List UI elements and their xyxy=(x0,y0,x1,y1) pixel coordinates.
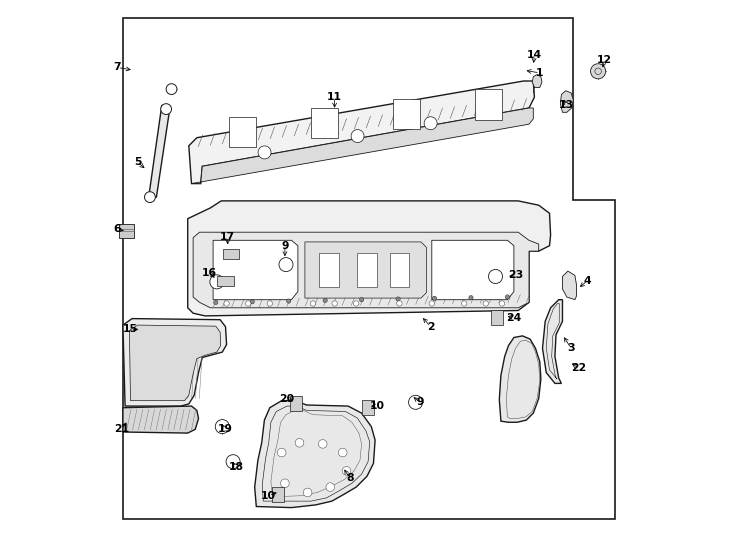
Circle shape xyxy=(462,301,467,306)
Circle shape xyxy=(409,395,423,409)
Polygon shape xyxy=(475,89,502,119)
Circle shape xyxy=(224,301,229,306)
Text: 21: 21 xyxy=(114,424,129,434)
Circle shape xyxy=(215,420,229,434)
Polygon shape xyxy=(290,396,302,411)
Text: 9: 9 xyxy=(416,397,424,407)
Polygon shape xyxy=(432,240,514,300)
Polygon shape xyxy=(357,253,377,287)
Text: 17: 17 xyxy=(220,232,235,241)
Circle shape xyxy=(338,448,347,457)
Circle shape xyxy=(267,301,272,306)
Circle shape xyxy=(310,301,316,306)
Polygon shape xyxy=(213,240,298,300)
Circle shape xyxy=(214,300,218,305)
Circle shape xyxy=(258,146,271,159)
Polygon shape xyxy=(319,253,339,287)
Text: 10: 10 xyxy=(261,491,276,501)
Text: 11: 11 xyxy=(327,92,342,102)
Polygon shape xyxy=(228,117,255,147)
Circle shape xyxy=(424,117,437,130)
Polygon shape xyxy=(393,98,420,129)
Circle shape xyxy=(396,301,402,306)
Polygon shape xyxy=(542,300,562,383)
Circle shape xyxy=(277,448,286,457)
Circle shape xyxy=(295,438,304,447)
Polygon shape xyxy=(490,310,503,325)
Polygon shape xyxy=(499,336,541,422)
Text: 3: 3 xyxy=(567,343,575,353)
Text: 6: 6 xyxy=(114,225,121,234)
Circle shape xyxy=(351,130,364,143)
Text: 18: 18 xyxy=(229,462,244,472)
Text: 23: 23 xyxy=(508,271,523,280)
Polygon shape xyxy=(272,487,284,502)
Circle shape xyxy=(505,295,509,299)
Text: 19: 19 xyxy=(218,424,233,434)
Circle shape xyxy=(489,269,503,284)
Text: 12: 12 xyxy=(597,56,612,65)
Polygon shape xyxy=(532,75,542,87)
Circle shape xyxy=(429,301,435,306)
Circle shape xyxy=(483,301,489,306)
Circle shape xyxy=(360,298,364,302)
Circle shape xyxy=(166,84,177,94)
Text: 20: 20 xyxy=(280,394,294,403)
Polygon shape xyxy=(188,201,550,316)
Circle shape xyxy=(319,440,327,448)
Polygon shape xyxy=(193,232,539,308)
Circle shape xyxy=(342,467,351,475)
Circle shape xyxy=(326,483,335,491)
Text: 15: 15 xyxy=(123,325,138,334)
Circle shape xyxy=(469,295,473,300)
Polygon shape xyxy=(129,325,221,401)
Circle shape xyxy=(591,64,606,79)
Circle shape xyxy=(323,298,327,302)
Text: 13: 13 xyxy=(559,100,575,110)
Text: 8: 8 xyxy=(346,473,354,483)
Polygon shape xyxy=(189,81,534,184)
Text: 1: 1 xyxy=(536,68,544,78)
Text: 24: 24 xyxy=(506,313,521,322)
Circle shape xyxy=(396,297,400,301)
Circle shape xyxy=(250,300,255,304)
Polygon shape xyxy=(390,253,409,287)
Polygon shape xyxy=(562,271,576,300)
Text: 4: 4 xyxy=(584,276,591,286)
Polygon shape xyxy=(148,105,170,200)
Circle shape xyxy=(145,192,156,202)
Polygon shape xyxy=(362,400,374,415)
Polygon shape xyxy=(223,249,239,259)
Polygon shape xyxy=(123,406,198,433)
Circle shape xyxy=(279,258,293,272)
Circle shape xyxy=(161,104,172,114)
Circle shape xyxy=(286,299,291,303)
Text: 9: 9 xyxy=(281,241,288,251)
Polygon shape xyxy=(123,319,227,406)
Text: 10: 10 xyxy=(370,401,385,411)
Circle shape xyxy=(499,301,505,306)
Polygon shape xyxy=(119,224,134,238)
Text: 7: 7 xyxy=(114,63,121,72)
Polygon shape xyxy=(560,91,573,112)
Circle shape xyxy=(432,296,437,300)
Polygon shape xyxy=(217,276,233,286)
Circle shape xyxy=(303,488,312,497)
Circle shape xyxy=(245,301,251,306)
Text: 5: 5 xyxy=(134,157,141,167)
Text: 16: 16 xyxy=(202,268,217,278)
Polygon shape xyxy=(255,401,375,508)
Polygon shape xyxy=(192,108,534,184)
Text: 22: 22 xyxy=(571,363,586,373)
Polygon shape xyxy=(310,107,338,138)
Circle shape xyxy=(280,479,289,488)
Text: 14: 14 xyxy=(527,50,542,60)
Circle shape xyxy=(332,301,338,306)
Polygon shape xyxy=(305,242,426,298)
Text: 2: 2 xyxy=(427,322,435,332)
Circle shape xyxy=(354,301,359,306)
Circle shape xyxy=(210,275,224,289)
Circle shape xyxy=(226,455,240,469)
